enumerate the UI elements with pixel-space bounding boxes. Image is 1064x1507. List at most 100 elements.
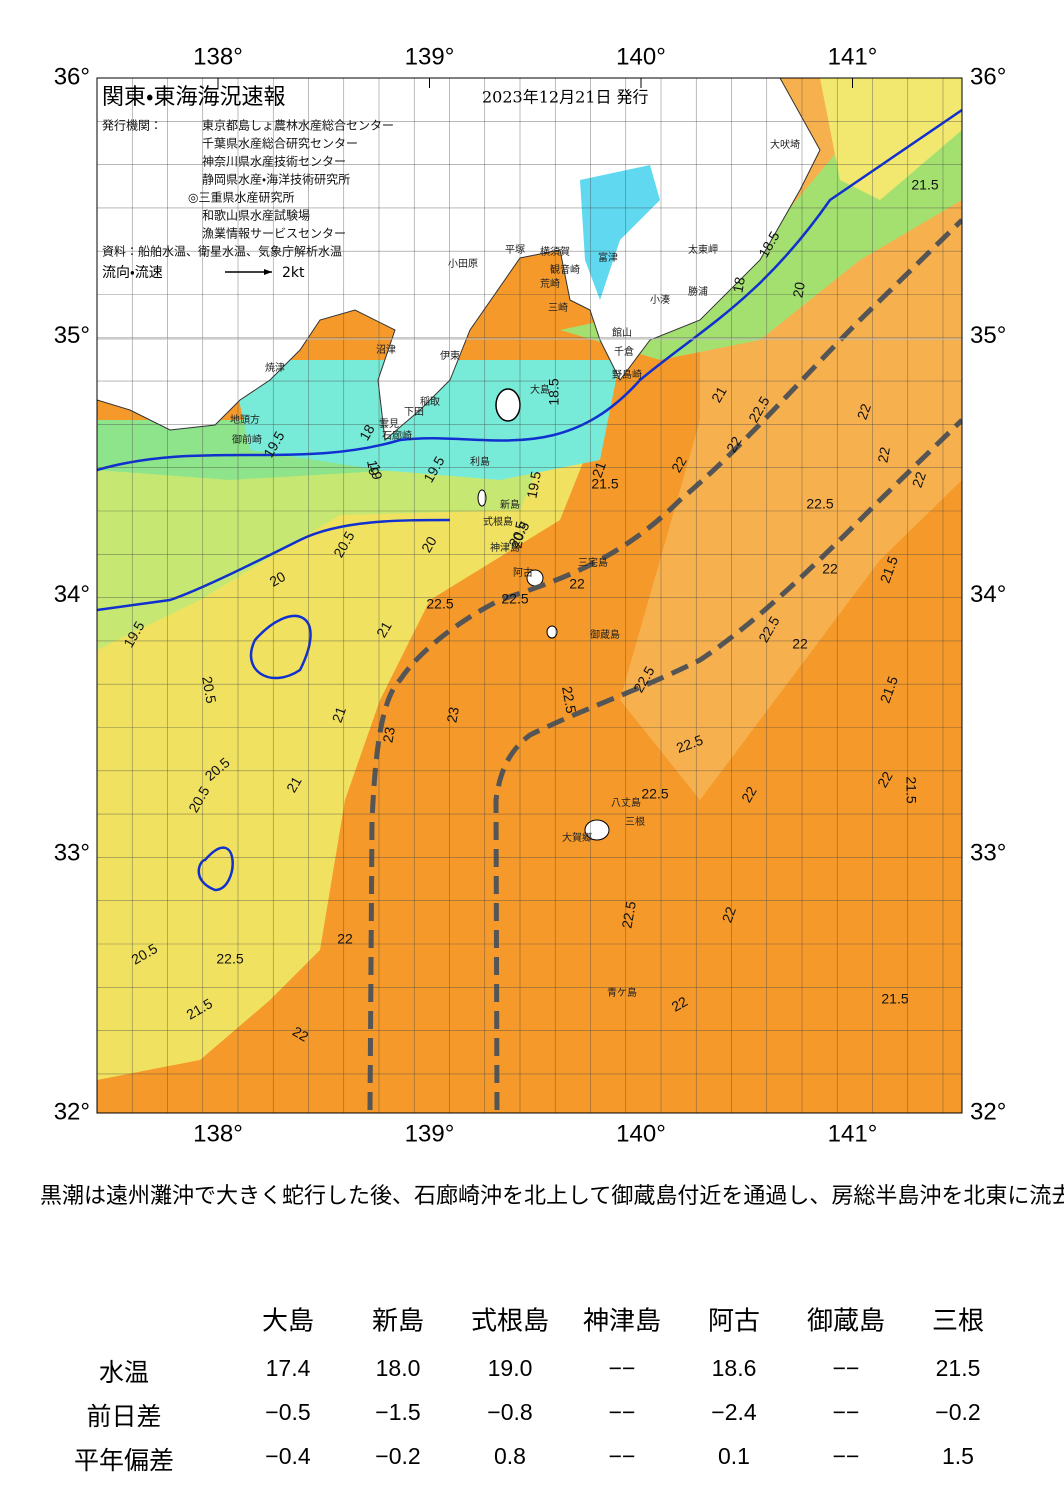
- contour-label: 20.5: [199, 675, 220, 705]
- cell: −−: [609, 1399, 636, 1425]
- issuer: 漁業情報サービスセンター: [202, 227, 346, 241]
- cell: 18.6: [712, 1355, 757, 1381]
- place-name: 地頭方: [230, 413, 260, 426]
- issuer: ◎三重県水産研究所: [188, 191, 294, 205]
- cell: 17.4: [266, 1355, 311, 1381]
- place-name: 阿古: [513, 566, 533, 579]
- place-name: 野島崎: [612, 368, 642, 381]
- place-name: 神津島: [490, 541, 520, 554]
- contour-label: 23: [379, 726, 397, 744]
- contour-label: 21: [283, 773, 305, 795]
- contour-label: 22: [909, 469, 929, 489]
- contour-label: 21.5: [911, 177, 938, 193]
- column-header: 神津島: [583, 1307, 661, 1337]
- place-name: 大吠埼: [770, 138, 800, 151]
- cell: −−: [609, 1355, 636, 1381]
- contour-label: 19: [367, 463, 385, 481]
- legend-speed: 2kt: [282, 265, 305, 281]
- contour-label: 19: [364, 459, 382, 477]
- place-name: 三宅島: [578, 556, 608, 569]
- place-name: 御蔵島: [590, 628, 620, 641]
- cell: 19.0: [488, 1355, 533, 1381]
- contour-label: 21.5: [591, 476, 618, 492]
- cell: −0.4: [265, 1443, 311, 1469]
- place-name: 利島: [470, 455, 490, 468]
- lat-label: 35°: [970, 322, 1006, 349]
- issuer-label: 発行機関：: [102, 119, 162, 133]
- cell: −0.2: [935, 1399, 980, 1425]
- cell: −−: [833, 1399, 860, 1425]
- lon-label: 140°: [616, 43, 666, 70]
- place-name: 小田原: [448, 258, 478, 270]
- contour-label: 22: [822, 561, 838, 577]
- place-name: 太東岬: [688, 243, 718, 256]
- place-name: 富津: [598, 251, 618, 264]
- place-name: 石廊崎: [382, 429, 412, 442]
- place-name: 小湊: [650, 293, 670, 306]
- lat-label: 36°: [970, 63, 1006, 90]
- place-name: 式根島: [483, 515, 513, 528]
- contour-label: 22.5: [426, 596, 453, 612]
- issuer: 神奈川県水産技術センター: [202, 154, 346, 169]
- cell: 21.5: [936, 1355, 981, 1381]
- contour-label: 18.5: [546, 378, 562, 405]
- cell: −0.8: [487, 1399, 532, 1425]
- cell: −0.5: [265, 1399, 310, 1425]
- contour-label: 21.5: [881, 991, 908, 1007]
- map-title: 関東・東海海況速報: [102, 85, 285, 110]
- lon-label: 139°: [405, 1120, 455, 1147]
- lon-label: 138°: [193, 43, 243, 70]
- cell: −0.2: [375, 1443, 420, 1469]
- source: 資料：船舶水温、衛星水温、気象庁解析水温: [102, 244, 342, 259]
- place-name: 沼津: [376, 343, 396, 356]
- cell: 18.0: [376, 1355, 421, 1381]
- lat-label: 34°: [970, 581, 1006, 608]
- contour-label: 20: [789, 281, 807, 299]
- place-name: 横須賀: [540, 245, 570, 258]
- issuer: 静岡県水産・海洋技術研究所: [202, 172, 350, 187]
- place-name: 下田: [404, 407, 424, 418]
- place-name: 稲取: [420, 396, 440, 408]
- place-name: 青ケ島: [607, 986, 637, 999]
- cell: 0.8: [494, 1443, 526, 1469]
- contour-label: 21.5: [903, 776, 919, 803]
- contour-label: 22: [738, 783, 760, 805]
- contour-label: 20.5: [508, 520, 529, 550]
- place-name: 伊東: [440, 349, 460, 362]
- column-header: 阿古: [708, 1307, 760, 1337]
- row-label: 前日差: [86, 1402, 161, 1431]
- column-header: 御蔵島: [807, 1307, 885, 1337]
- contour-label: 22: [874, 446, 892, 464]
- place-name: 大島: [530, 383, 550, 396]
- contour-label: 22: [854, 401, 874, 421]
- lat-label: 33°: [54, 840, 90, 867]
- place-name: 観音崎: [550, 263, 580, 276]
- place-name: 勝浦: [688, 285, 708, 298]
- place-name: 平塚: [505, 244, 525, 256]
- column-header: 三根: [932, 1307, 984, 1337]
- contour-label: 19.5: [523, 470, 544, 500]
- issue-date: 2023年12月21日 発行: [482, 88, 649, 107]
- lat-label: 35°: [54, 322, 90, 349]
- contour-label: 20: [418, 533, 440, 555]
- lon-label: 139°: [405, 43, 455, 70]
- cell: −−: [609, 1443, 636, 1469]
- column-header: 大島: [262, 1307, 314, 1337]
- lon-label: 141°: [828, 43, 878, 70]
- contour-label: 22.5: [559, 685, 580, 715]
- contour-label: 22: [337, 931, 353, 947]
- place-name: 千倉: [614, 346, 634, 358]
- issuer: 和歌山県水産試験場: [202, 208, 310, 223]
- lat-label: 34°: [54, 581, 90, 608]
- place-name: 八丈島: [611, 796, 641, 809]
- lon-label: 138°: [193, 1120, 243, 1147]
- contour-label: 20: [267, 568, 289, 590]
- contour-label: 18: [356, 421, 378, 443]
- issuer: 東京都島しょ農林水産総合センター: [202, 118, 394, 133]
- cell: 0.1: [718, 1443, 750, 1469]
- contour-label: 22: [723, 433, 745, 455]
- contour-label: 21: [589, 459, 609, 479]
- contour-label: 18: [729, 276, 747, 294]
- contour-label: 22: [874, 768, 896, 790]
